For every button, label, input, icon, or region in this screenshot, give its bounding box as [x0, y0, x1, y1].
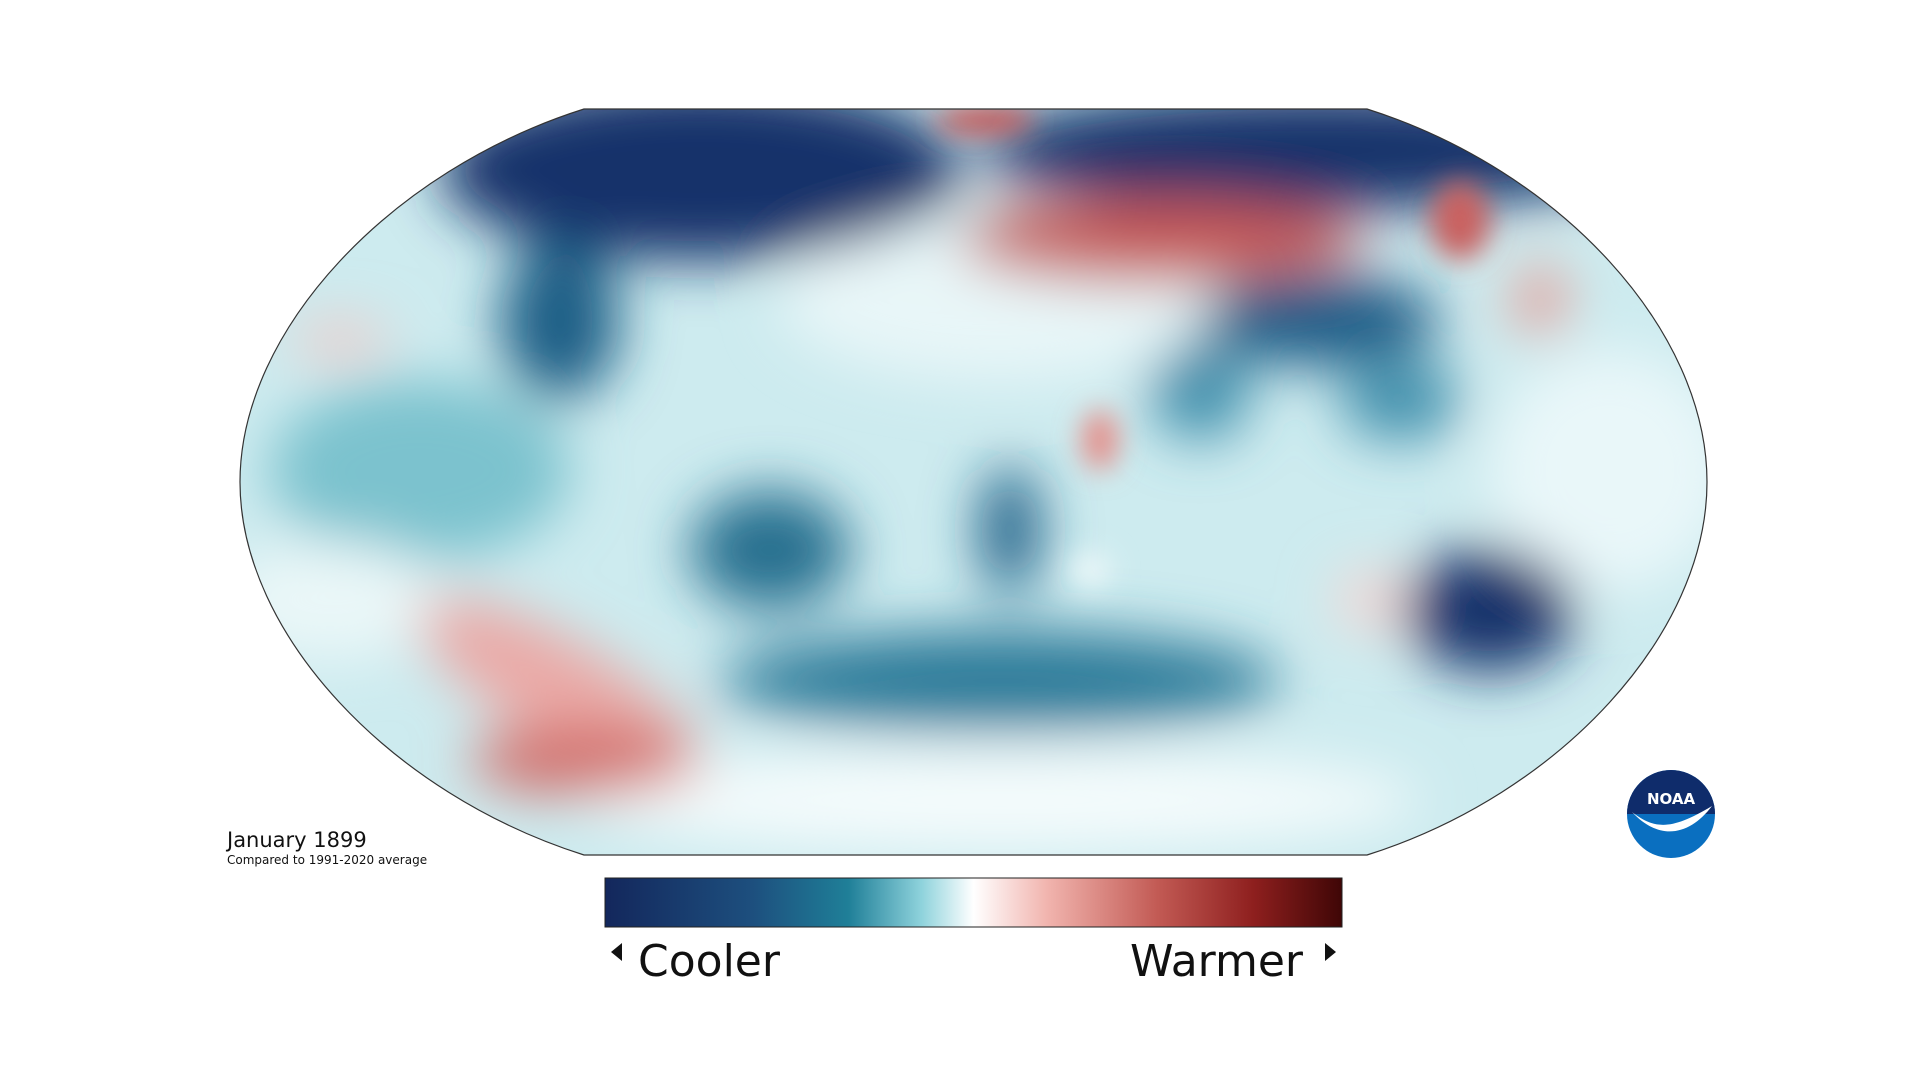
logo-top [1627, 770, 1715, 814]
map-outline [239, 108, 1708, 856]
left-arrow [611, 943, 622, 961]
logo-bird [1632, 806, 1712, 832]
color-scale [604, 877, 1343, 928]
legend-low-label: Cooler [638, 936, 781, 987]
map-field [240, 109, 1707, 855]
map-title: January 1899 [225, 828, 367, 852]
legend-high-label: Warmer [1130, 936, 1304, 987]
right-arrow [1325, 943, 1336, 961]
logo-text: NOAA [1647, 790, 1696, 808]
noaa-logo: NOAA [1627, 770, 1715, 858]
map-subtitle: Compared to 1991-2020 average [227, 853, 427, 867]
